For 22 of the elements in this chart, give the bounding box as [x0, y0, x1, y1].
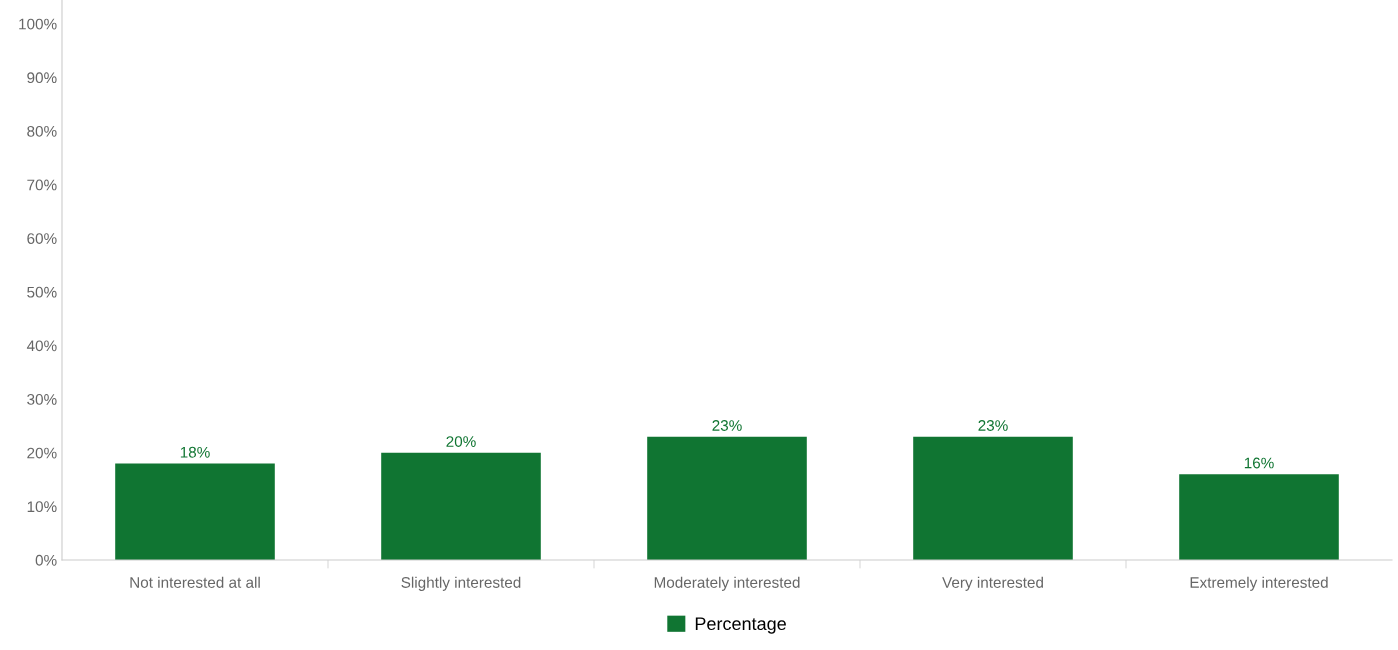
y-tick-label: 10% [27, 501, 57, 513]
y-tick-label: 20% [27, 447, 57, 459]
y-tick-label: 40% [26, 340, 57, 352]
x-tick-label: Extremely interested [1190, 576, 1328, 591]
x-tick-label: Moderately interested [654, 576, 800, 591]
text: 16% [1244, 457, 1274, 469]
y-tick-label: 90% [27, 72, 57, 84]
text: 23% [978, 420, 1008, 431]
y-tick-label: 50% [27, 286, 57, 298]
x-tick-label: Slightly interested [401, 576, 521, 591]
y-tick-label: 60% [27, 233, 57, 244]
y-tick-label: 0% [35, 554, 57, 566]
y-tick-label: 80% [27, 125, 57, 137]
y-tick-label: 100% [19, 18, 57, 30]
x-tick-label: Not interested at all [130, 576, 260, 588]
legend-label: Percentage [695, 617, 786, 634]
text: 20% [446, 436, 476, 447]
text: 18% [180, 446, 210, 458]
y-tick-label: 30% [27, 394, 57, 405]
y-tick-label: 70% [27, 179, 57, 191]
x-tick-label: Very interested [942, 576, 1043, 591]
text: 23% [712, 420, 742, 431]
